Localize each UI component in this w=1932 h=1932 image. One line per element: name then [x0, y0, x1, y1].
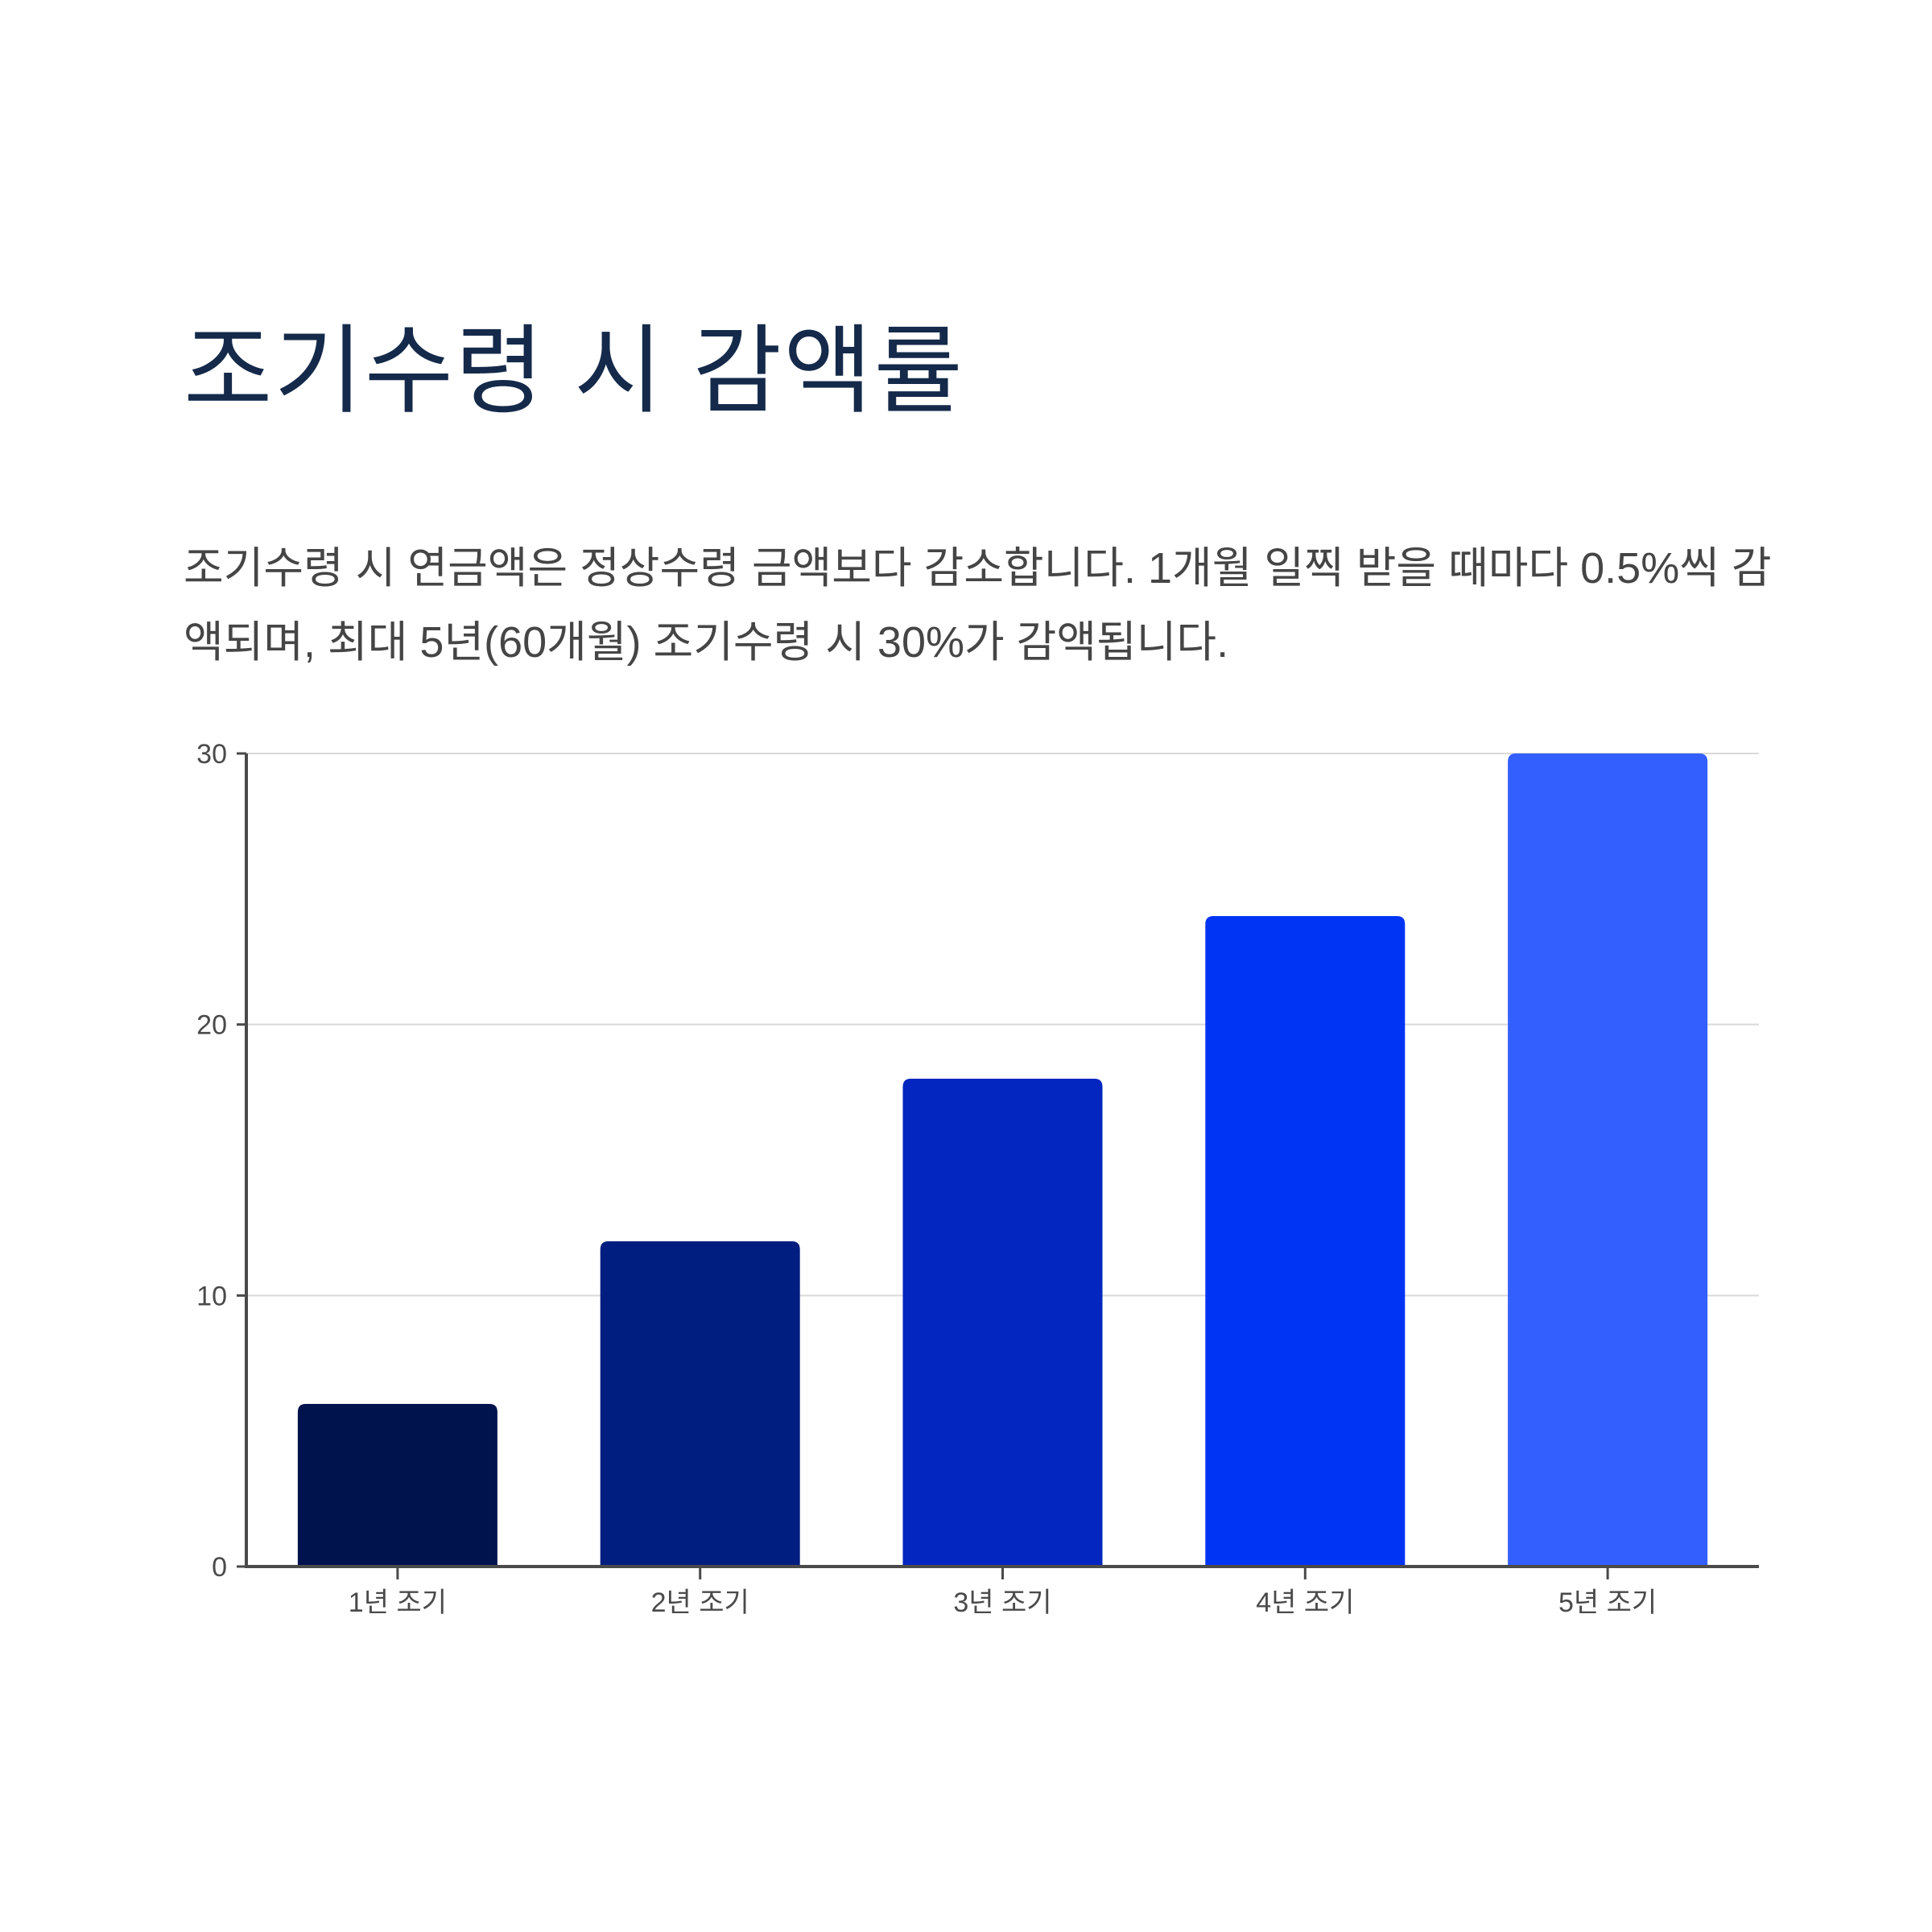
- x-tick-label: 5년 조기: [1558, 1587, 1657, 1618]
- x-tick-label: 4년 조기: [1256, 1587, 1354, 1618]
- bar-5: [1508, 753, 1708, 1567]
- y-tick-label: 30: [196, 739, 227, 770]
- y-tick-label: 20: [196, 1010, 227, 1041]
- tick-labels: 0 10 20 30 1년 조기 2년 조기 3년 조기 4년 조기 5년 조기: [196, 739, 1657, 1618]
- x-tick-label: 3년 조기: [953, 1587, 1051, 1618]
- bar-2: [600, 1241, 800, 1567]
- x-tick-label: 1년 조기: [349, 1587, 447, 1618]
- x-tick-label: 2년 조기: [651, 1587, 749, 1618]
- bars: [297, 753, 1708, 1567]
- bar-3: [902, 1079, 1103, 1567]
- y-tick-label: 10: [196, 1281, 227, 1311]
- y-tick-label: 0: [212, 1552, 227, 1583]
- page-title: 조기수령 시 감액률: [184, 317, 964, 425]
- bar-4: [1205, 916, 1406, 1567]
- axes: [237, 752, 1759, 1579]
- bar-1: [297, 1404, 497, 1567]
- page-description: 조기수령 시 연금액은 정상수령 금액보다 감소합니다. 1개월 일찍 받을 때…: [184, 544, 1772, 667]
